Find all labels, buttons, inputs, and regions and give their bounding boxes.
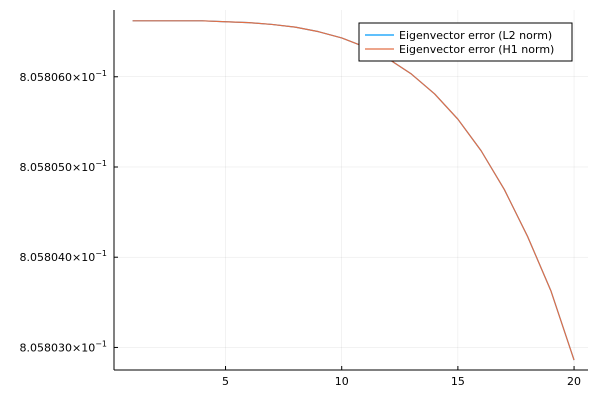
legend: Eigenvector error (L2 norm)Eigenvector e… [358, 22, 573, 62]
series-lines [132, 20, 575, 361]
legend-label-2: Eigenvector error (H1 norm) [399, 43, 554, 56]
axes [113, 10, 588, 371]
y-tick-label: 8.058040×10−1 [20, 249, 108, 264]
series-line-2 [132, 20, 575, 361]
tick-labels: 5 10 15 20 8.058060×10−1 8.058050×10−1 8.05804… [20, 69, 582, 388]
x-tick-label: 10 [335, 375, 349, 388]
y-tick-label: 8.058060×10−1 [20, 69, 108, 84]
grid [114, 10, 588, 370]
legend-box [358, 22, 573, 62]
legend-label-1: Eigenvector error (L2 norm) [399, 29, 552, 42]
y-tick-label: 8.058030×10−1 [20, 339, 108, 354]
x-tick-label: 15 [451, 375, 465, 388]
x-tick-label: 20 [567, 375, 581, 388]
y-tick-label: 8.058050×10−1 [20, 159, 108, 174]
x-tick-label: 5 [222, 375, 229, 388]
